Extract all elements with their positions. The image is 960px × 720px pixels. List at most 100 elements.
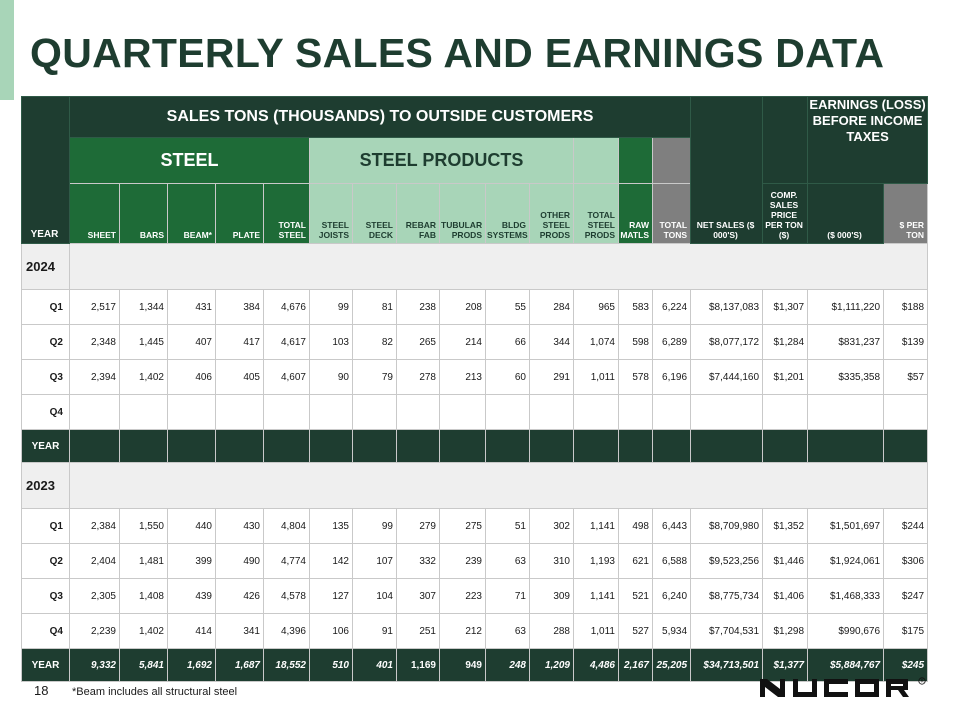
cell-bldg_systems: 60	[485, 359, 530, 395]
cell-earnings_000s	[807, 394, 885, 430]
column-header-total_tons: TOTAL TONS	[651, 183, 692, 244]
cell-plate: 405	[215, 359, 264, 395]
total-rebar_fab: 1,169	[396, 648, 440, 682]
cell-net_sales: $8,137,083	[690, 289, 764, 325]
cell-comp_sales_price: $1,307	[762, 289, 809, 325]
year-total-label: YEAR	[21, 648, 70, 682]
total-net_sales: $34,713,501	[690, 648, 764, 682]
cell-per_ton: $244	[883, 508, 929, 544]
cell-steel_deck: 91	[352, 613, 397, 649]
total-steel_deck	[352, 429, 397, 463]
cell-earnings_000s: $1,501,697	[807, 508, 885, 544]
cell-total_steel_prods: 1,074	[573, 324, 619, 360]
cell-plate: 384	[215, 289, 264, 325]
cell-raw_matls: 527	[618, 613, 653, 649]
cell-other_steel_prods: 310	[529, 543, 574, 579]
cell-beam: 406	[167, 359, 216, 395]
cell-plate: 417	[215, 324, 264, 360]
cell-tubular_prods: 212	[439, 613, 486, 649]
cell-tubular_prods: 223	[439, 578, 486, 614]
quarter-label: Q2	[21, 324, 70, 360]
cell-total_steel_prods: 1,011	[573, 613, 619, 649]
cell-total_tons: 6,443	[651, 508, 692, 544]
cell-bldg_systems	[485, 394, 530, 430]
nucor-logo: R	[760, 677, 926, 697]
cell-plate: 490	[215, 543, 264, 579]
cell-per_ton: $247	[883, 578, 929, 614]
year-section-spacer	[68, 243, 929, 290]
cell-rebar_fab: 332	[396, 543, 440, 579]
cell-beam: 407	[167, 324, 216, 360]
cell-beam: 431	[167, 289, 216, 325]
cell-per_ton: $306	[883, 543, 929, 579]
cell-total_steel: 4,804	[263, 508, 310, 544]
cell-total_tons: 6,240	[651, 578, 692, 614]
cell-total_steel_prods: 1,193	[573, 543, 619, 579]
cell-comp_sales_price: $1,446	[762, 543, 809, 579]
total-net_sales	[690, 429, 764, 463]
total-tubular_prods: 949	[439, 648, 486, 682]
page-number: 18	[34, 683, 49, 698]
table-row: Q3 2,305 1,408 439 426 4,578 127 104 307 223 71 309…	[21, 578, 929, 614]
cell-steel_joists: 135	[309, 508, 353, 544]
total-steel_joists	[309, 429, 353, 463]
cell-raw_matls: 621	[618, 543, 653, 579]
column-header-steel_joists: STEEL JOISTS	[309, 183, 353, 244]
cell-steel_joists	[309, 394, 353, 430]
table-row: Q4	[21, 394, 929, 430]
cell-earnings_000s: $1,924,061	[807, 543, 885, 579]
quarter-label: Q4	[21, 394, 70, 430]
cell-total_tons: 5,934	[651, 613, 692, 649]
registered-mark-icon	[918, 677, 926, 685]
table-row: Q4 2,239 1,402 414 341 4,396 106 91 251 212 63 288 1…	[21, 613, 929, 649]
cell-bars: 1,445	[119, 324, 168, 360]
total-per_ton: $245	[883, 648, 929, 682]
sales-earnings-table: YEAR SALES TONS (THOUSANDS) TO OUTSIDE C…	[21, 96, 929, 682]
cell-beam: 399	[167, 543, 216, 579]
cell-plate: 426	[215, 578, 264, 614]
total-beam: 1,692	[167, 648, 216, 682]
cell-other_steel_prods: 309	[529, 578, 574, 614]
cell-total_tons: 6,289	[651, 324, 692, 360]
cell-raw_matls: 583	[618, 289, 653, 325]
cell-net_sales: $7,444,160	[690, 359, 764, 395]
total-total_tons: 25,205	[651, 648, 692, 682]
cell-other_steel_prods: 288	[529, 613, 574, 649]
cell-beam: 414	[167, 613, 216, 649]
total-beam	[167, 429, 216, 463]
cell-plate	[215, 394, 264, 430]
total-earnings_000s	[807, 429, 885, 463]
cell-bars: 1,344	[119, 289, 168, 325]
total-plate: 1,687	[215, 648, 264, 682]
cell-sheet: 2,384	[69, 508, 120, 544]
cell-bldg_systems: 66	[485, 324, 530, 360]
total-bars	[119, 429, 168, 463]
column-header-per_ton: $ PER TON	[883, 183, 929, 244]
cell-net_sales	[690, 394, 764, 430]
column-header-rebar_fab: REBAR FAB	[396, 183, 440, 244]
cell-total_steel: 4,676	[263, 289, 310, 325]
cell-tubular_prods: 213	[439, 359, 486, 395]
cell-bars: 1,550	[119, 508, 168, 544]
sales-tons-title: SALES TONS (THOUSANDS) TO OUTSIDE CUSTOM…	[68, 96, 692, 138]
cell-net_sales: $8,709,980	[690, 508, 764, 544]
cell-earnings_000s: $990,676	[807, 613, 885, 649]
cell-raw_matls: 521	[618, 578, 653, 614]
cell-per_ton: $175	[883, 613, 929, 649]
year-total-row: YEAR	[21, 429, 929, 463]
cell-steel_deck: 107	[352, 543, 397, 579]
cell-rebar_fab: 307	[396, 578, 440, 614]
cell-total_steel_prods: 1,011	[573, 359, 619, 395]
column-header-beam: BEAM*	[167, 183, 216, 244]
cell-total_steel: 4,578	[263, 578, 310, 614]
footnote: *Beam includes all structural steel	[72, 686, 238, 698]
cell-raw_matls: 498	[618, 508, 653, 544]
cell-steel_deck: 81	[352, 289, 397, 325]
cell-steel_joists: 103	[309, 324, 353, 360]
quarter-label: Q4	[21, 613, 70, 649]
cell-steel_joists: 142	[309, 543, 353, 579]
cell-comp_sales_price	[762, 394, 809, 430]
cell-other_steel_prods: 291	[529, 359, 574, 395]
column-header-tubular_prods: TUBULAR PRODS	[439, 183, 486, 244]
cell-steel_joists: 99	[309, 289, 353, 325]
